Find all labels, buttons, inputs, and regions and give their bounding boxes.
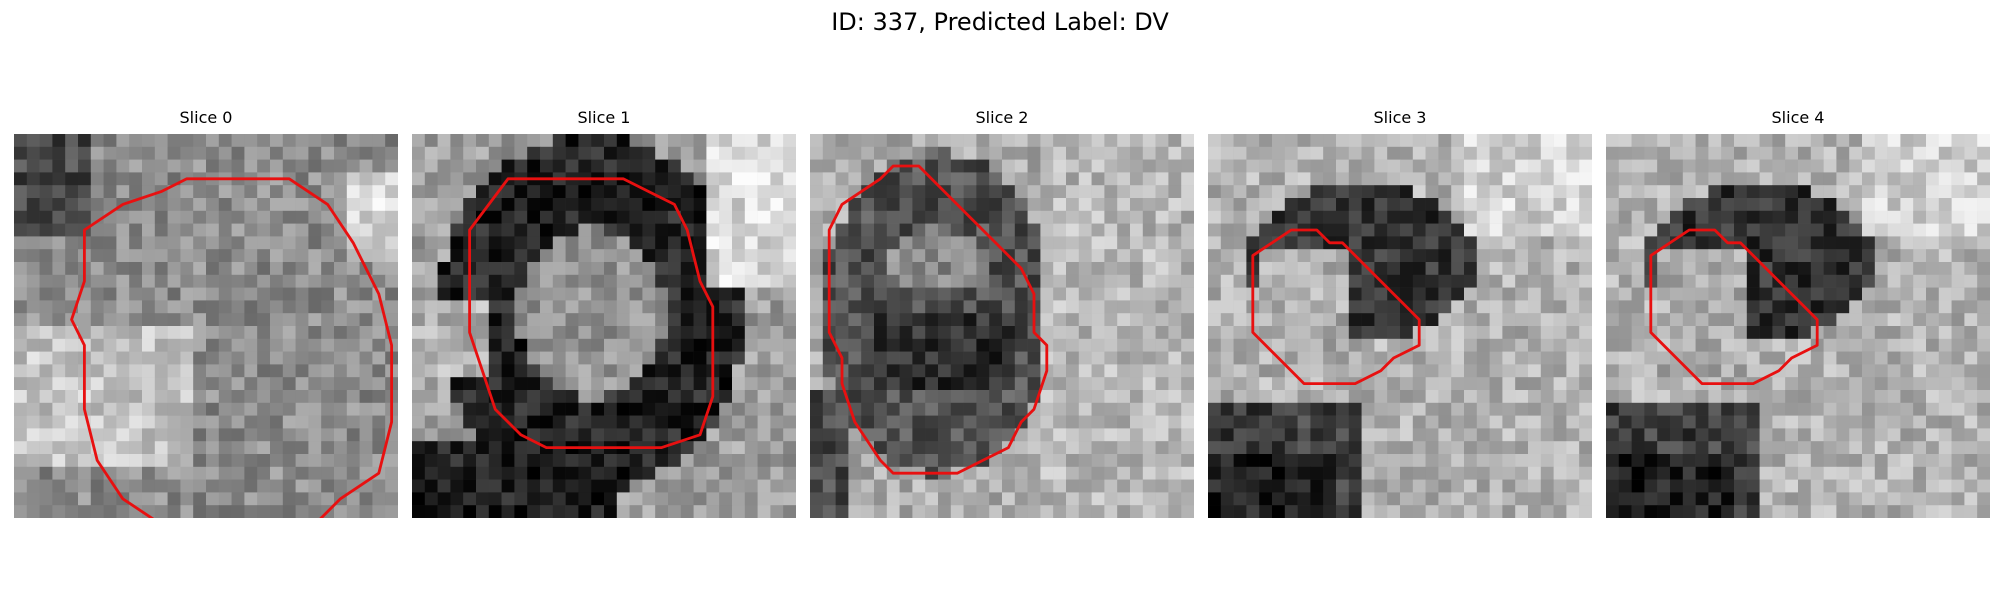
segmentation-contour (468, 177, 715, 450)
segmentation-contour (70, 177, 394, 518)
mri-slice-image (1606, 134, 1990, 518)
mri-slice-image (810, 134, 1194, 518)
slice-title: Slice 1 (577, 108, 631, 127)
slice-title: Slice 2 (975, 108, 1029, 127)
slice-panel-4: Slice 4 (1606, 106, 1990, 520)
figure-title: ID: 337, Predicted Label: DV (831, 8, 1169, 36)
slice-title: Slice 4 (1771, 108, 1825, 127)
mri-slice-image (412, 134, 796, 518)
slice-panel-3: Slice 3 (1208, 106, 1592, 520)
slice-title: Slice 3 (1373, 108, 1427, 127)
segmentation-contour (1251, 228, 1421, 386)
mri-slice-image (1208, 134, 1592, 518)
slice-title: Slice 0 (179, 108, 233, 127)
slice-panel-0: Slice 0 (14, 106, 398, 520)
segmentation-contour (1649, 228, 1819, 386)
slice-panel-2: Slice 2 (810, 106, 1194, 520)
slice-panel-1: Slice 1 (412, 106, 796, 520)
mri-slice-image (14, 134, 398, 518)
segmentation-contour (827, 164, 1049, 475)
